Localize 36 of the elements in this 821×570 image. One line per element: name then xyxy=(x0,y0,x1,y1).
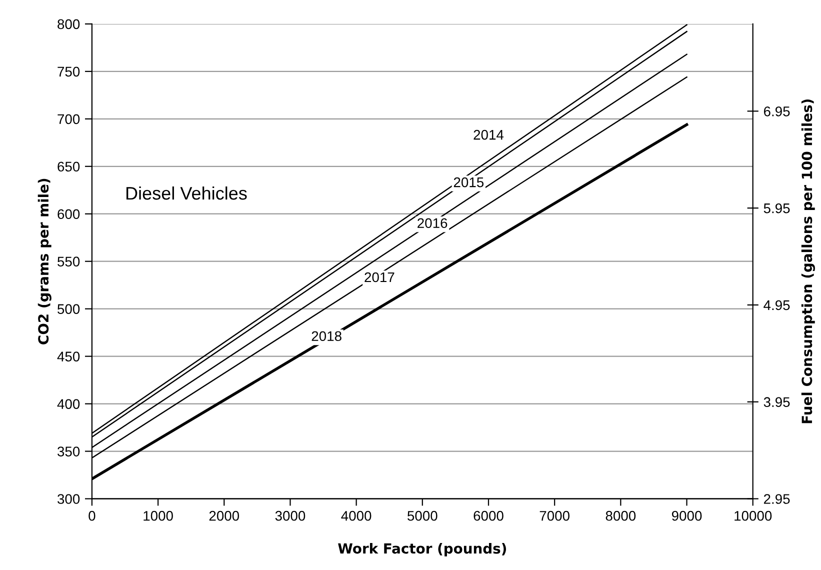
y-tick-label: 400 xyxy=(57,399,80,409)
y2-tick-label: 4.95 xyxy=(764,300,790,310)
y-tick-label: 500 xyxy=(58,304,80,314)
y-tick-label: 350 xyxy=(58,446,80,456)
x-tick-label: 2000 xyxy=(209,510,240,521)
annotation: 2014 xyxy=(474,130,504,140)
x-tick-label: 10000 xyxy=(734,510,772,521)
y-tick-label: 450 xyxy=(57,352,80,362)
x-tick-label: 0 xyxy=(88,510,96,521)
y2-tick-label: 2.95 xyxy=(764,494,790,504)
x-tick-label: 7000 xyxy=(540,510,570,521)
y-tick-label: 600 xyxy=(58,209,80,220)
x-axis-title: Work Factor (pounds) xyxy=(338,542,506,556)
annotation: Diesel Vehicles xyxy=(126,186,247,200)
y2-tick-label: 3.95 xyxy=(764,397,790,408)
x-tick-label: 1000 xyxy=(144,510,173,521)
annotation: 2018 xyxy=(312,331,342,342)
x-tick-label: 3000 xyxy=(275,510,306,521)
annotation: 2016 xyxy=(418,218,448,228)
x-tick-label: 9000 xyxy=(672,510,702,521)
y2-axis-title: Fuel Consumption (gallons per 100 miles) xyxy=(801,99,815,424)
y2-tick-label: 5.95 xyxy=(764,203,790,214)
x-tick-label: 8000 xyxy=(606,510,636,521)
annotation: 2015 xyxy=(454,177,484,188)
y2-tick-label: 6.95 xyxy=(764,106,790,116)
y-tick-label: 700 xyxy=(58,114,80,124)
y-tick-label: 800 xyxy=(58,19,80,30)
y-tick-label: 750 xyxy=(58,66,80,77)
y-tick-label: 650 xyxy=(58,162,80,172)
y-tick-label: 300 xyxy=(58,494,80,504)
x-tick-label: 6000 xyxy=(474,510,504,521)
y-axis-title: CO2 (grams per mile) xyxy=(38,178,52,344)
annotation: 2017 xyxy=(364,272,394,282)
y-tick-label: 550 xyxy=(58,256,80,267)
x-tick-label: 5000 xyxy=(408,510,438,521)
x-tick-label: 4000 xyxy=(341,510,372,521)
